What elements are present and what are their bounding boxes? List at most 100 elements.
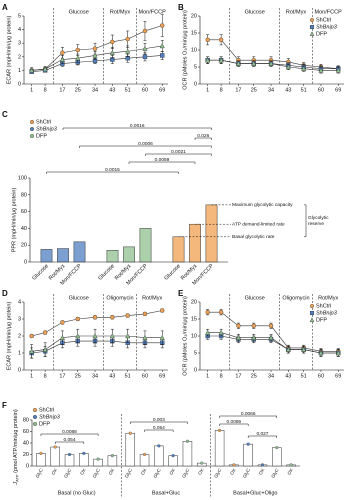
- y-axis-label: JATP(pmol ATP/min/μg protein): [13, 409, 19, 485]
- x-tick-label: Glucose: [31, 263, 50, 282]
- phase-label: Glucose: [69, 295, 89, 301]
- y-tick-label: 2: [18, 333, 21, 339]
- bar: [243, 443, 253, 467]
- marker-circle: [125, 313, 130, 318]
- marker-triangle: [218, 329, 224, 335]
- y-tick-label: 15: [191, 30, 197, 36]
- x-tick-label: GlyC: [92, 467, 102, 479]
- x-tick-label: 25: [75, 87, 81, 93]
- panel-label: E: [178, 289, 184, 298]
- legend-marker: [33, 422, 38, 427]
- bar: [154, 445, 164, 467]
- marker-circle: [42, 330, 48, 335]
- bar: [172, 236, 185, 263]
- group-label: Basal+Gluc+Oligo: [233, 490, 277, 496]
- x-tick-label: GlyC: [152, 467, 162, 479]
- x-tick-label: 43: [285, 87, 291, 93]
- x-tick-label: OX: [258, 468, 266, 476]
- y-tick-label: 3: [18, 41, 21, 47]
- bar: [123, 246, 135, 263]
- phase-label: Rot/Myx: [110, 9, 130, 15]
- series-line: [207, 332, 339, 354]
- x-tick-label: GlyC: [181, 467, 191, 479]
- legend-marker: [310, 311, 315, 316]
- x-tick-label: GlyC: [270, 467, 280, 479]
- marker-circle: [251, 323, 256, 328]
- marker-triangle: [218, 57, 224, 63]
- x-tick-label: 34: [268, 87, 274, 93]
- marker-triangle: [92, 333, 98, 339]
- x-tick-label: OX: [140, 468, 148, 476]
- bar-dot: [96, 457, 100, 461]
- bracket: [46, 171, 179, 174]
- legend-label: ShCtrl: [316, 17, 331, 23]
- legend-label: DFP: [39, 421, 50, 427]
- bar: [272, 447, 282, 467]
- bar-dot: [246, 442, 250, 446]
- y-tick-label: 5: [194, 350, 197, 356]
- y-tick-label: 40: [23, 440, 29, 446]
- bar-dot: [82, 451, 86, 455]
- marker-triangle: [318, 350, 324, 356]
- phase-label: Rot/Myx: [318, 295, 338, 301]
- legend-marker: [309, 317, 315, 322]
- bar-dot: [53, 445, 57, 449]
- y-tick-label: 4: [18, 299, 21, 305]
- x-tick-label: 51: [301, 373, 307, 379]
- y-tick-label: 20: [191, 13, 197, 19]
- p-value: 0.0088: [62, 429, 77, 435]
- x-tick-label: 1: [30, 373, 33, 379]
- marker-triangle: [301, 65, 307, 71]
- group-label: Basal (no Gluc): [58, 490, 96, 496]
- marker-circle: [218, 310, 224, 315]
- x-tick-label: 60: [318, 87, 324, 93]
- x-tick-label: OX: [79, 468, 87, 476]
- bracket: [40, 433, 99, 436]
- reserve-label: reserve: [308, 221, 324, 227]
- legend-marker: [310, 304, 315, 309]
- bar: [139, 454, 150, 467]
- legend-label: ShCtrl: [39, 407, 54, 413]
- bar-dot: [110, 454, 114, 458]
- bar-dot: [289, 463, 293, 467]
- bar: [64, 454, 75, 467]
- bracket: [144, 429, 174, 432]
- panel-label: F: [2, 401, 7, 410]
- y-tick-label: 20: [23, 452, 29, 458]
- y-tick-label: 5: [18, 13, 21, 19]
- group-label: Basal+Gluc: [152, 490, 181, 496]
- legend-label: ShBnip3: [316, 24, 338, 30]
- marker-circle: [218, 37, 224, 42]
- x-tick-label: GlyC: [213, 467, 223, 479]
- x-tick-label: 17: [235, 373, 241, 379]
- x-tick-label: OX: [229, 468, 237, 476]
- legend-label: DFP: [316, 31, 327, 37]
- bar: [182, 441, 193, 467]
- marker-triangle: [142, 45, 148, 51]
- marker-circle: [60, 50, 65, 55]
- bar: [73, 241, 86, 263]
- phase-label: Mon/FCCP: [315, 9, 343, 15]
- y-axis-label: OCR (pMoles O₂/min/μg protein): [182, 296, 188, 376]
- y-tick-label: 10: [191, 333, 197, 339]
- x-tick-label: OX: [168, 468, 176, 476]
- marker-triangle: [159, 43, 165, 49]
- x-tick-label: 60: [142, 87, 148, 93]
- y-tick-label: 4: [18, 27, 21, 33]
- y-tick-label: 80: [23, 417, 29, 423]
- bar: [36, 453, 46, 467]
- y-axis-unit: (pmol ATP/min/μg protein): [13, 409, 19, 473]
- panel-label: B: [178, 3, 184, 12]
- x-tick-label: Glucose: [163, 263, 182, 282]
- p-value: 0.0021: [171, 149, 186, 155]
- y-tick-label: 15: [191, 316, 197, 322]
- y-tick-label: 10: [191, 47, 197, 53]
- x-tick-label: 17: [235, 87, 241, 93]
- legend-label: ShBnip3: [316, 310, 338, 316]
- x-tick-label: 25: [75, 373, 81, 379]
- y-tick-label: 40: [21, 226, 27, 232]
- reserve-label: Glycolytic: [308, 215, 329, 221]
- bar-dot: [275, 446, 279, 450]
- marker-circle: [142, 28, 148, 34]
